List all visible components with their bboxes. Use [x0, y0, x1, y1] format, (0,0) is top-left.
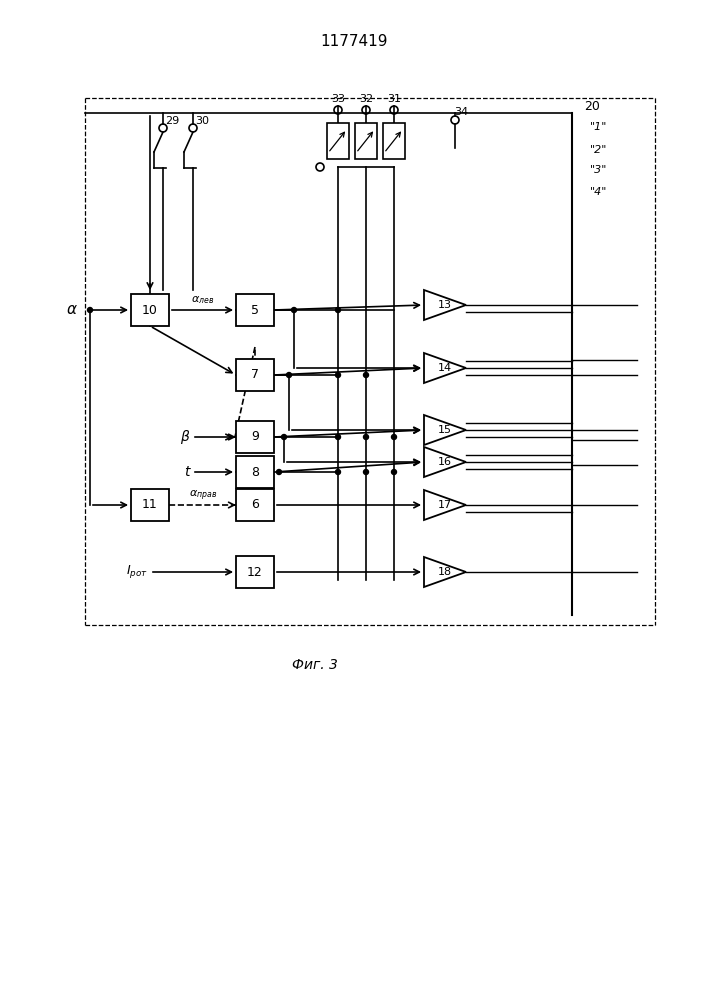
Text: "2": "2"	[590, 145, 607, 155]
Bar	[355, 123, 377, 159]
Text: 30: 30	[195, 116, 209, 126]
Circle shape	[281, 434, 286, 440]
Text: 16: 16	[438, 457, 452, 467]
Text: 20: 20	[584, 100, 600, 112]
Bar	[236, 421, 274, 453]
Circle shape	[363, 434, 368, 440]
Text: 29: 29	[165, 116, 179, 126]
Text: $\alpha$: $\alpha$	[66, 302, 78, 318]
Text: 9: 9	[251, 430, 259, 444]
Circle shape	[291, 308, 296, 312]
Text: "3": "3"	[590, 165, 607, 175]
Bar	[131, 489, 169, 521]
Circle shape	[363, 470, 368, 475]
Circle shape	[392, 470, 397, 475]
Bar	[236, 489, 274, 521]
Circle shape	[286, 372, 291, 377]
Text: 17: 17	[438, 500, 452, 510]
Polygon shape	[424, 290, 466, 320]
Text: "4": "4"	[590, 187, 607, 197]
Circle shape	[336, 308, 341, 312]
Text: 32: 32	[359, 94, 373, 104]
Text: 33: 33	[331, 94, 345, 104]
Bar	[236, 359, 274, 391]
Circle shape	[336, 372, 341, 377]
Bar	[131, 294, 169, 326]
Text: $\alpha_{\mathit{лев}}$: $\alpha_{\mathit{лев}}$	[192, 294, 215, 306]
Text: 18: 18	[438, 567, 452, 577]
Bar	[236, 556, 274, 588]
Bar	[327, 123, 349, 159]
Text: Фиг. 3: Фиг. 3	[292, 658, 338, 672]
Text: 15: 15	[438, 425, 452, 435]
Text: 34: 34	[454, 107, 468, 117]
Text: 6: 6	[251, 498, 259, 512]
Circle shape	[88, 308, 93, 312]
Polygon shape	[424, 415, 466, 445]
Text: 11: 11	[142, 498, 158, 512]
Circle shape	[336, 470, 341, 475]
Text: $\beta$: $\beta$	[180, 428, 190, 446]
Circle shape	[276, 470, 281, 475]
Text: $\alpha_{\mathit{прав}}$: $\alpha_{\mathit{прав}}$	[189, 489, 217, 503]
Text: 7: 7	[251, 368, 259, 381]
Polygon shape	[424, 353, 466, 383]
Text: 5: 5	[251, 304, 259, 316]
Circle shape	[392, 434, 397, 440]
Text: t: t	[185, 465, 190, 479]
Text: $I_{\mathit{рот}}$: $I_{\mathit{рот}}$	[126, 564, 148, 580]
Polygon shape	[424, 557, 466, 587]
Text: 10: 10	[142, 304, 158, 316]
Bar	[236, 294, 274, 326]
Circle shape	[363, 372, 368, 377]
Text: "1": "1"	[590, 122, 607, 132]
Polygon shape	[424, 490, 466, 520]
Text: 31: 31	[387, 94, 401, 104]
Text: 1177419: 1177419	[320, 34, 387, 49]
Text: 8: 8	[251, 466, 259, 479]
Bar	[383, 123, 405, 159]
Text: 13: 13	[438, 300, 452, 310]
Circle shape	[336, 434, 341, 440]
Text: 14: 14	[438, 363, 452, 373]
Polygon shape	[424, 447, 466, 477]
Text: 12: 12	[247, 566, 263, 578]
Bar	[236, 456, 274, 488]
